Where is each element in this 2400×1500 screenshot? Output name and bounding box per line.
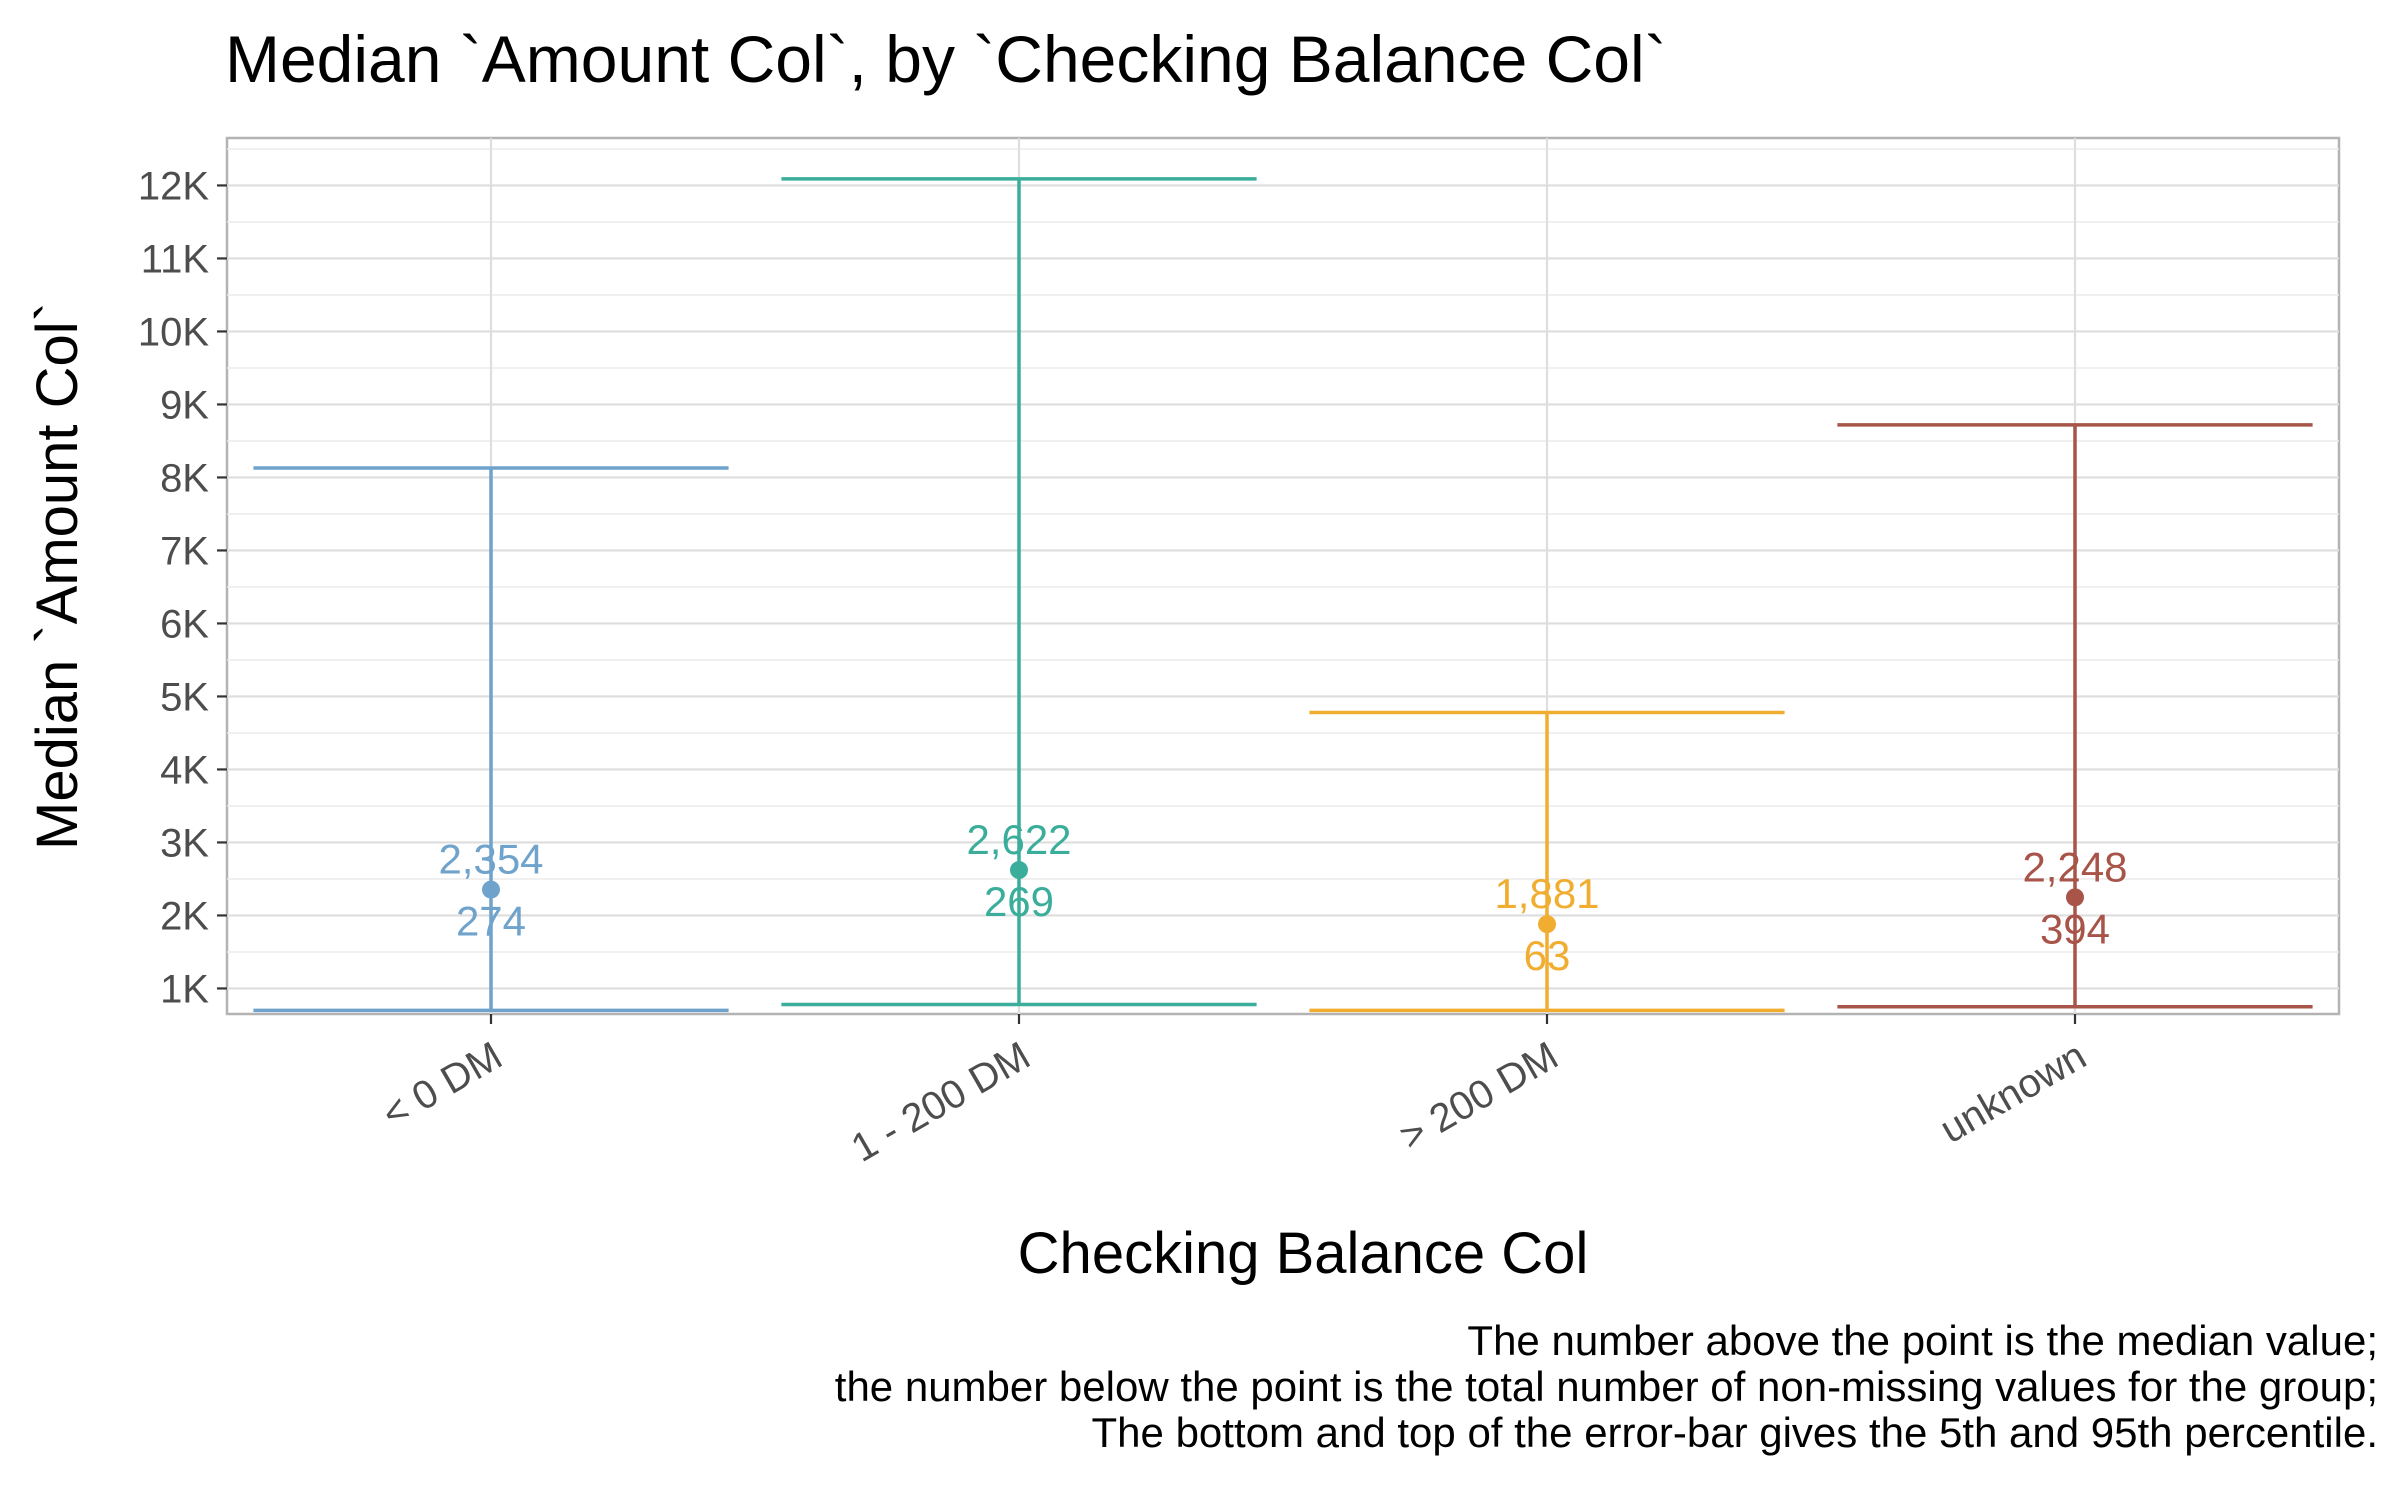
y-tick-label: 8K	[160, 456, 209, 500]
x-axis-title: Checking Balance Col	[1018, 1221, 1589, 1286]
caption-line: The number above the point is the median…	[1467, 1317, 2378, 1364]
caption: The number above the point is the median…	[835, 1317, 2378, 1456]
y-tick-label: 11K	[141, 237, 210, 281]
y-axis-title: Median `Amount Col`	[25, 302, 90, 850]
count-label: 274	[456, 898, 526, 945]
median-point	[1538, 915, 1556, 934]
median-label: 2,354	[438, 836, 543, 883]
count-label: 63	[1524, 932, 1571, 979]
y-tick-label: 5K	[160, 675, 209, 719]
median-point	[2066, 888, 2084, 907]
errorbar-group: 2,354 274	[253, 466, 729, 1013]
y-axis: 1K 2K 3K 4K 5K 6K 7K 8K 9K 10K 11K 12K	[138, 164, 227, 1011]
y-tick-label: 6K	[160, 602, 209, 646]
y-tick-label: 9K	[160, 383, 209, 427]
x-axis: < 0 DM 1 - 200 DM > 200 DM unknown	[375, 1014, 2094, 1171]
errorbar-group: 2,248 394	[1837, 423, 2313, 1009]
x-tick-label: < 0 DM	[375, 1034, 510, 1137]
x-tick-label: 1 - 200 DM	[844, 1034, 1037, 1171]
x-tick-label: > 200 DM	[1392, 1034, 1565, 1159]
median-label: 2,622	[966, 816, 1071, 863]
y-tick-label: 12K	[138, 164, 209, 208]
median-label: 1,881	[1494, 870, 1599, 917]
caption-line: The bottom and top of the error-bar give…	[1092, 1409, 2378, 1456]
chart-title: Median `Amount Col`, by `Checking Balanc…	[225, 22, 1667, 96]
x-tick-label: unknown	[1933, 1034, 2094, 1152]
errorbar-group: 1,881 63	[1309, 710, 1785, 1013]
y-tick-label: 1K	[160, 967, 209, 1011]
count-label: 394	[2040, 905, 2110, 952]
grid-lines	[227, 138, 2339, 1014]
y-tick-label: 2K	[160, 894, 209, 938]
median-point	[1010, 861, 1028, 880]
median-label: 2,248	[2022, 843, 2127, 890]
caption-line: the number below the point is the total …	[835, 1363, 2378, 1410]
errorbar-group: 2,622 269	[781, 177, 1257, 1007]
count-label: 269	[984, 878, 1054, 925]
y-tick-label: 10K	[138, 310, 209, 354]
y-tick-label: 7K	[160, 529, 209, 573]
plot-panel	[225, 136, 2341, 1016]
data-marks: 2,354 274 2,622 269 1,881 63 2,248 394	[253, 177, 2313, 1013]
y-tick-label: 4K	[160, 748, 209, 792]
median-point	[482, 880, 500, 899]
y-tick-label: 3K	[160, 821, 209, 865]
